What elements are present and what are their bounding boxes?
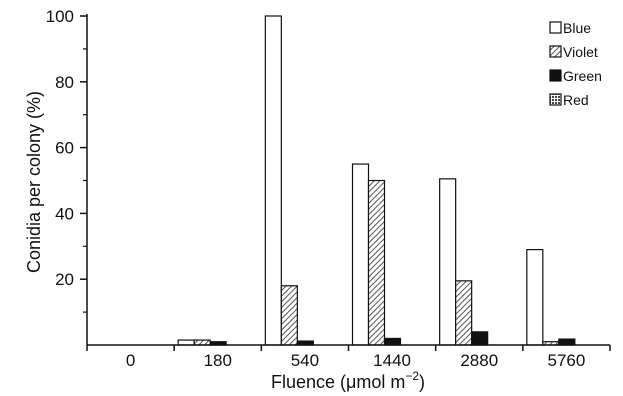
x-tick-label: 5760 [548,351,586,370]
y-tick-label: 80 [55,73,74,92]
legend-label-red: Red [563,92,589,108]
legend: Blue Violet Green Red [549,20,602,108]
legend-label-blue: Blue [563,20,591,36]
y-tick-label: 60 [55,139,74,158]
legend-swatch-green [549,69,562,82]
bar-blue-2880 [439,178,457,346]
legend-swatch-blue [549,21,562,34]
x-tick-label: 540 [291,351,319,370]
bars-layer [177,15,576,346]
x-tick-label: 0 [126,351,135,370]
y-tick-label: 20 [55,270,74,289]
bar-blue-540 [264,15,282,346]
bar-violet-1440 [367,179,386,346]
bar-green-5760 [558,338,576,346]
legend-swatch-red [549,93,562,106]
y-tick-label: 100 [46,7,74,26]
x-axis-ticks: 0 180 540 1440 2880 5760 [86,345,611,370]
x-tick-label: 2880 [460,351,498,370]
bar-green-1440 [383,337,402,346]
bar-blue-5760 [526,248,544,346]
bar-blue-1440 [351,163,370,346]
x-tick-label: 1440 [373,351,411,370]
x-tick-label: 180 [204,351,232,370]
bar-violet-540 [280,285,298,346]
y-axis-ticks: 20 40 60 80 100 [46,7,87,313]
legend-label-green: Green [563,68,602,84]
bar-green-2880 [471,331,489,346]
x-axis-title: Fluence (μmol m−2) [271,369,425,392]
y-tick-label: 40 [55,204,74,223]
bar-violet-2880 [455,280,473,346]
legend-label-violet: Violet [563,44,598,60]
y-axis-title: Conidia per colony (%) [24,91,44,273]
legend-swatch-violet [549,45,562,58]
